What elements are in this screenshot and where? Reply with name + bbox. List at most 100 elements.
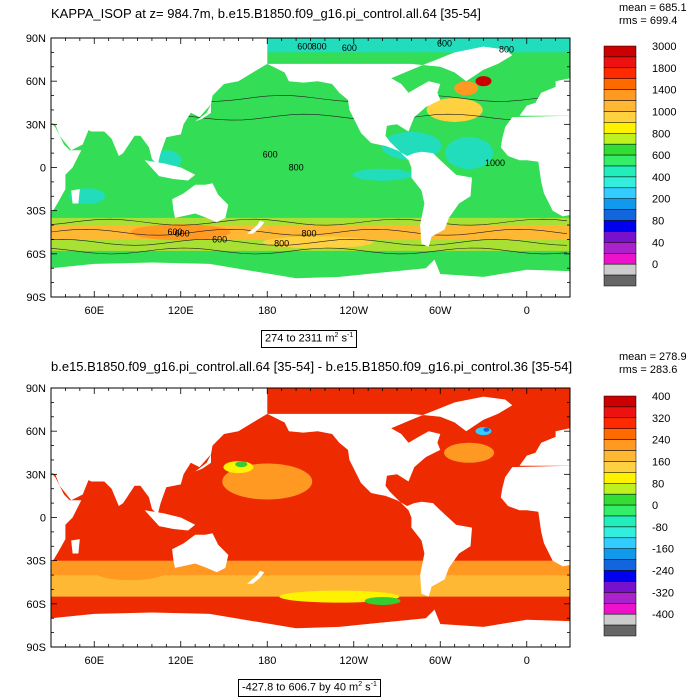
panel2-colorbar: 400 320 240 160 80 0 -80 -160 -240 -320 -400 xyxy=(603,391,674,637)
x-tick-label: 180 xyxy=(258,655,276,667)
colorbar-swatch xyxy=(603,111,637,123)
land-masses xyxy=(51,388,570,647)
colorbar-swatch xyxy=(603,603,637,615)
colorbar-label: 320 xyxy=(652,413,670,425)
y-tick-label: 30S xyxy=(26,556,46,568)
y-tick-label: 30N xyxy=(26,119,46,131)
panel1-title: KAPPA_ISOP at z= 984.7m, b.e15.B1850.f09… xyxy=(51,6,481,21)
contour-label: 600 xyxy=(297,42,312,52)
colorbar-swatch xyxy=(603,537,637,549)
land-japan xyxy=(195,454,211,472)
gulfstream xyxy=(444,442,495,463)
colorbar-swatch xyxy=(603,274,637,287)
colorbar-swatch xyxy=(603,89,637,101)
x-tick-label: 120E xyxy=(168,655,194,667)
colorbar-swatch xyxy=(603,78,637,90)
colorbar-swatch xyxy=(603,450,637,462)
x-tick-label: 0 xyxy=(524,655,530,667)
contour-line xyxy=(51,228,568,236)
contour-label: 800 xyxy=(312,42,327,52)
y-tick-label: 90N xyxy=(26,383,46,395)
colorbar-label: 80 xyxy=(652,478,664,490)
panel1-plot: 60E 120E 180 120W 60W 0 90N 60N 30N 0 30S 60S 90S 600… xyxy=(26,33,571,317)
contour-label: 600 xyxy=(437,39,452,49)
land-indonesia xyxy=(144,160,196,181)
map-panel-2: 60E 120E 180 120W 60W 0 90N 60N 30N 0 30S 60S 90S 400… xyxy=(26,383,674,667)
land-africa xyxy=(51,472,82,563)
land-madagascar xyxy=(71,539,80,554)
x-tick-label: 120E xyxy=(168,305,194,317)
colorbar-label: 40 xyxy=(652,237,664,249)
y-tick-label: 60N xyxy=(26,76,46,88)
land-madagascar xyxy=(71,189,80,204)
map-panel-1: 60E 120E 180 120W 60W 0 90N 60N 30N 0 30S 60S 90S 600… xyxy=(26,33,677,317)
tropical-low-2 xyxy=(445,137,494,170)
contour-line xyxy=(51,218,568,226)
x-tick-label: 120W xyxy=(339,655,368,667)
colorbar-swatch xyxy=(603,581,637,593)
x-tick-label: 180 xyxy=(258,305,276,317)
colorbar-swatch xyxy=(603,515,637,528)
x-tick-label: 60E xyxy=(84,655,104,667)
colorbar-swatch xyxy=(603,472,637,484)
land-europe xyxy=(512,78,570,116)
colorbar-label: 1400 xyxy=(652,85,676,97)
panel2-field xyxy=(51,388,570,647)
y-tick-label: 30S xyxy=(26,206,46,218)
x-tick-label: 60E xyxy=(84,305,104,317)
colorbar-swatch xyxy=(603,143,637,156)
colorbar-swatch xyxy=(603,406,637,419)
colorbar-swatch xyxy=(603,624,637,637)
colorbar-swatch xyxy=(603,439,637,451)
colorbar-label: 1000 xyxy=(652,106,676,118)
x-tick-label: 120W xyxy=(339,305,368,317)
colorbar-label: 160 xyxy=(652,456,670,468)
colorbar-label: 400 xyxy=(652,172,670,184)
colorbar-label: 800 xyxy=(652,128,670,140)
contour-label: 600 xyxy=(263,149,278,159)
colorbar-swatch xyxy=(603,253,637,265)
y-tick-label: 60N xyxy=(26,426,46,438)
panel2-rms: rms = 283.6 xyxy=(619,364,678,376)
land-africa xyxy=(51,122,82,213)
panel1-range-label: 274 to 2311 m2 s-1 xyxy=(261,330,358,348)
colorbar-swatch xyxy=(603,122,637,134)
colorbar-label: -320 xyxy=(652,587,674,599)
panel2-plot: 60E 120E 180 120W 60W 0 90N 60N 30N 0 30S 60S 90S xyxy=(26,383,571,667)
land-asia xyxy=(51,388,268,515)
colorbar-swatch xyxy=(603,428,637,440)
colorbar-label: -160 xyxy=(652,544,674,556)
colorbar-swatch xyxy=(603,559,637,571)
land-africaWest xyxy=(500,465,570,567)
colorbar-swatch xyxy=(603,56,637,69)
land-antarctica xyxy=(51,259,570,297)
colorbar-swatch xyxy=(603,154,637,167)
colorbar-label: 80 xyxy=(652,216,664,228)
labrador-min xyxy=(483,427,490,432)
colorbar-swatch xyxy=(603,209,637,221)
land-americaNW xyxy=(267,396,513,597)
colorbar-label: 240 xyxy=(652,435,670,447)
colorbar-swatch xyxy=(603,493,637,506)
land-masses xyxy=(51,38,570,297)
x-tick-label: 0 xyxy=(524,305,530,317)
contour-label: 600 xyxy=(167,227,182,237)
colorbar-swatch xyxy=(603,526,637,539)
contour-label: 800 xyxy=(274,239,289,249)
panel1-field xyxy=(51,38,570,297)
land-nz xyxy=(247,570,265,584)
y-tick-label: 30N xyxy=(26,469,46,481)
land-antarctica xyxy=(51,609,570,647)
colorbar-swatch xyxy=(603,133,637,145)
kuroshio-green xyxy=(235,461,248,468)
colorbar-swatch xyxy=(603,263,637,276)
colorbar-label: 1800 xyxy=(652,63,676,75)
colorbar-swatch xyxy=(603,461,637,473)
panel1-mean: mean = 685.1 xyxy=(619,2,687,14)
colorbar-label: 600 xyxy=(652,150,670,162)
colorbar-swatch xyxy=(603,176,637,189)
panel1-rms: rms = 699.4 xyxy=(619,15,678,27)
colorbar-swatch xyxy=(603,220,637,232)
contour-label: 1000 xyxy=(485,158,505,168)
land-nz xyxy=(247,220,265,234)
